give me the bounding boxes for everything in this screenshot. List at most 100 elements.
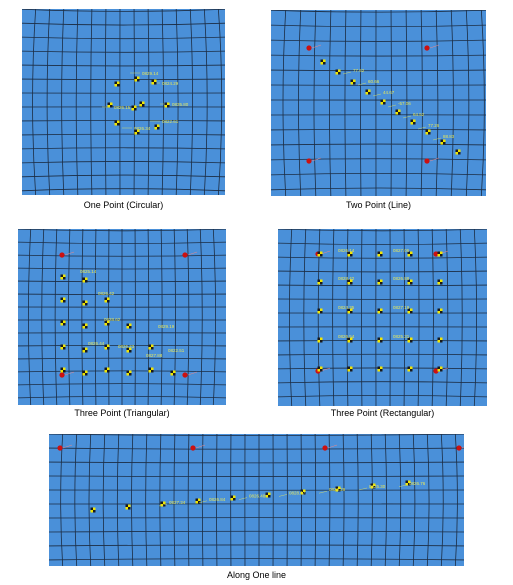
measurement-label: 0827.06 <box>393 248 410 253</box>
measurement-marker <box>114 81 120 87</box>
leader-line <box>198 500 208 503</box>
measurement-marker <box>126 370 132 376</box>
measurement-label: 0826.76 <box>409 481 426 486</box>
grid-line <box>314 434 317 566</box>
measurement-label: 0826.15 <box>114 105 131 110</box>
measurement-marker <box>160 501 166 507</box>
measurement-marker <box>107 102 113 108</box>
grid-line <box>49 447 464 450</box>
caption-along-one-line: Along One line <box>226 570 287 580</box>
grid-line <box>332 229 335 406</box>
grid-line <box>22 50 225 53</box>
grid-line <box>289 229 293 406</box>
grid-line <box>18 370 226 373</box>
reference-point <box>182 251 198 258</box>
measurement-label: -57.06 <box>398 101 411 106</box>
grid-line <box>116 434 120 566</box>
measurement-marker <box>347 337 353 343</box>
grid-line <box>271 187 486 191</box>
measurement-marker <box>377 308 383 314</box>
measurement-marker <box>370 483 376 489</box>
measurement-marker <box>82 370 88 376</box>
grid-line <box>282 10 287 196</box>
measurement-label: 0826.44 <box>88 341 105 346</box>
grid-line <box>18 241 226 244</box>
measurement-marker <box>317 337 323 343</box>
mesh-grid <box>18 229 226 405</box>
grid-line <box>175 9 179 195</box>
measurement-label: 0824.29 <box>162 81 179 86</box>
reference-point <box>59 371 75 378</box>
mesh-grid <box>22 9 225 195</box>
grid-line <box>94 229 97 405</box>
grid-line <box>161 9 164 195</box>
measurement-marker <box>82 347 88 353</box>
measurement-marker <box>410 119 416 125</box>
measurement-marker <box>125 504 131 510</box>
measurement-marker <box>317 308 323 314</box>
grid-line <box>32 9 37 195</box>
leader-line <box>238 497 248 500</box>
grid-line <box>398 434 402 566</box>
grid-line <box>278 394 487 398</box>
measurement-marker <box>134 129 140 135</box>
measurement-marker <box>347 251 353 257</box>
leader-line <box>402 115 412 119</box>
grid-line <box>384 434 387 566</box>
measurement-marker <box>82 323 88 329</box>
panel-one-point-circular: 0829.14 0824.29 0835.80 0826.15 0826.34 0822.… <box>22 9 225 195</box>
reference-point <box>59 251 75 258</box>
grid-line <box>22 22 225 26</box>
grid-line <box>435 10 439 196</box>
measurement-label: 44.67 <box>383 90 395 95</box>
leader-line <box>387 104 397 108</box>
grid-line <box>271 10 486 13</box>
measurement-marker <box>377 279 383 285</box>
measurement-marker <box>195 498 201 504</box>
mesh-grid <box>49 434 464 566</box>
grid-line <box>271 24 486 28</box>
measurement-marker <box>148 367 154 373</box>
measurement-label: 0824.35 <box>338 305 355 310</box>
measurement-marker <box>347 366 353 372</box>
leader-line <box>318 491 328 494</box>
grid-line <box>271 172 486 176</box>
grid-line <box>75 9 79 195</box>
grid-line <box>60 434 64 566</box>
measurement-label: 0825.31 <box>393 334 410 339</box>
grid-line <box>298 10 302 196</box>
measurement-label: 0828.42 <box>338 276 355 281</box>
measurement-marker <box>60 274 66 280</box>
measurement-marker <box>347 279 353 285</box>
leader-line <box>432 137 442 141</box>
grid-line <box>159 434 162 566</box>
grid-line <box>440 434 444 566</box>
reference-point <box>424 157 440 164</box>
grid-line <box>46 9 51 195</box>
measurement-marker <box>134 76 140 82</box>
grid-line <box>22 36 225 40</box>
grid-line <box>49 475 464 477</box>
measurement-label: 0829.19 <box>158 324 175 329</box>
measurement-label: 0826.23 <box>118 344 135 349</box>
grid-line <box>329 10 332 196</box>
measurement-label: 77.62 <box>353 68 365 73</box>
grid-line <box>217 9 223 195</box>
measurement-label: 0823.29 <box>329 487 346 492</box>
grid-line <box>18 267 226 270</box>
measurement-marker <box>405 480 411 486</box>
grid-line <box>278 284 487 287</box>
measurement-label: 0827.34 <box>169 500 186 505</box>
grid-line <box>88 434 92 566</box>
measurement-marker <box>437 279 443 285</box>
measurement-marker <box>154 124 160 130</box>
grid-line <box>445 229 449 406</box>
grid-line <box>344 10 347 196</box>
measurement-label: 0826.34 <box>134 126 151 131</box>
measurement-label: 0825.30 <box>369 484 386 489</box>
measurement-label: 0835.80 <box>172 102 189 107</box>
measurement-label: 60.66 <box>368 79 380 84</box>
grid-line <box>271 158 486 161</box>
grid-line <box>199 229 203 405</box>
panel-two-point-line: 77.62 60.66 44.67 -57.06 64.52 77.26 88.83 <box>271 10 486 196</box>
